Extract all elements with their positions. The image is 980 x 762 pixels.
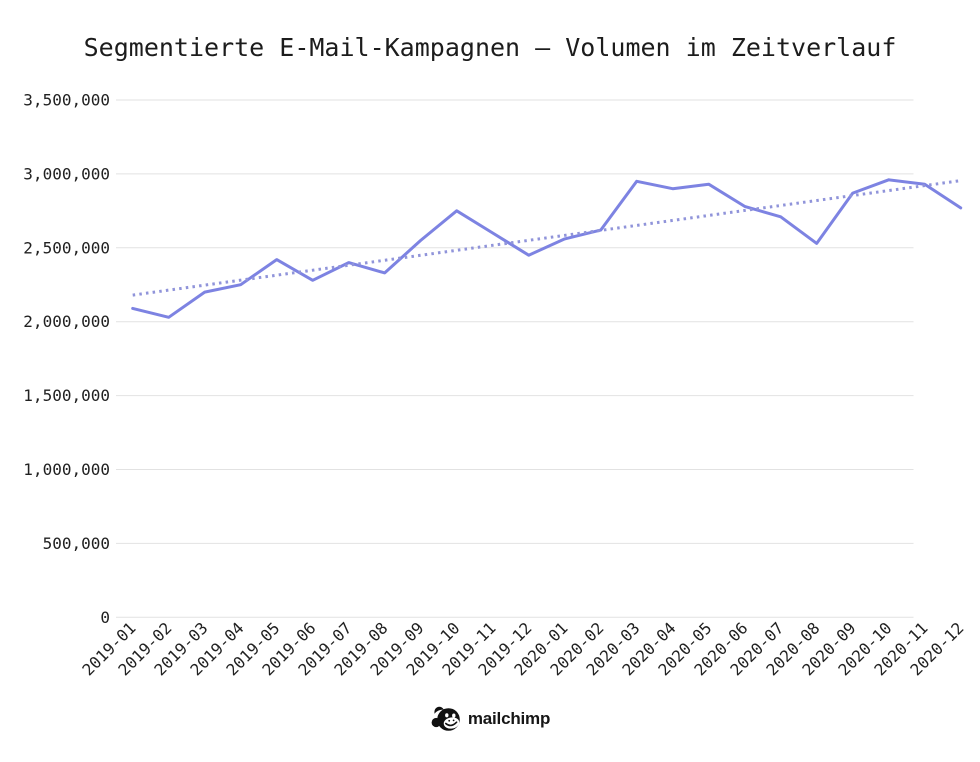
freddie-chimp-icon xyxy=(431,706,460,731)
y-tick-label: 1,000,000 xyxy=(23,460,110,479)
y-tick-label: 2,500,000 xyxy=(23,238,110,257)
y-tick-label: 3,000,000 xyxy=(23,164,110,183)
volume-line xyxy=(131,178,963,319)
mailchimp-wordmark: mailchimp xyxy=(467,709,551,728)
mailchimp-logo: mailchimp xyxy=(0,703,980,735)
trend-line xyxy=(132,179,961,297)
y-tick-label: 3,500,000 xyxy=(23,91,110,110)
y-tick-label: 500,000 xyxy=(43,534,110,553)
y-tick-label: 1,500,000 xyxy=(23,386,110,405)
y-tick-label: 0 xyxy=(100,608,110,627)
y-tick-label: 2,000,000 xyxy=(23,312,110,331)
chart-title: Segmentierte E-Mail-Kampagnen – Volumen … xyxy=(83,33,897,62)
